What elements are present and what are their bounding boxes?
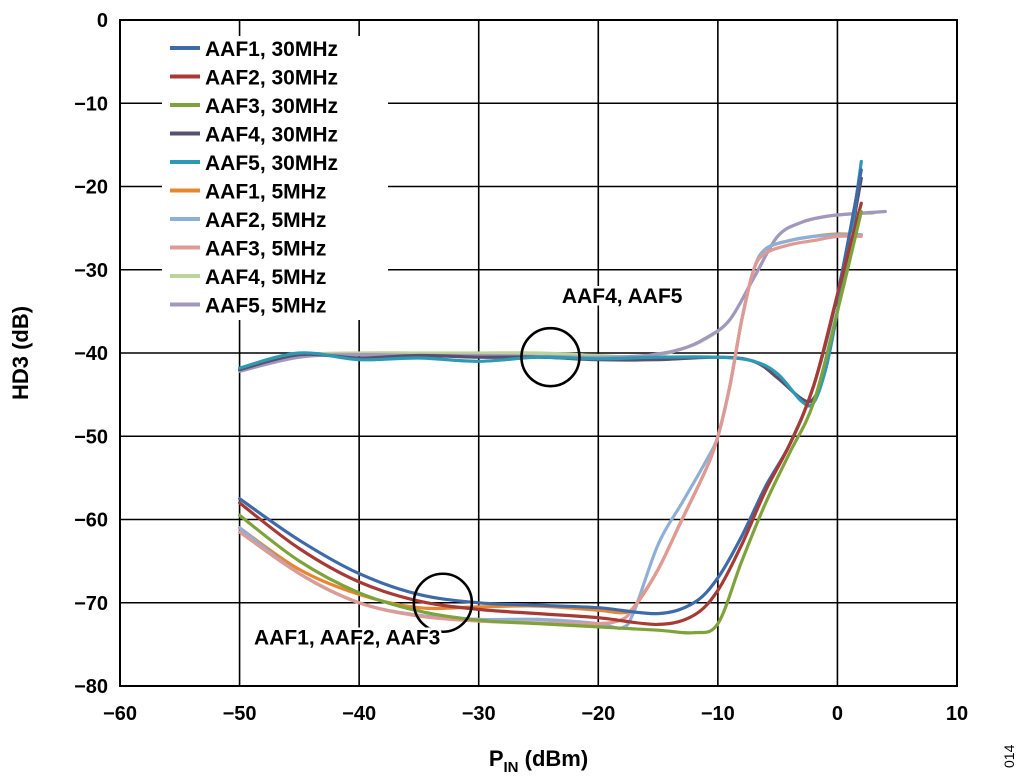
annotation-circle bbox=[520, 326, 581, 388]
x-axis-title-main: P bbox=[489, 746, 504, 771]
annotation-label: AAF4, AAF5 bbox=[562, 285, 683, 308]
legend: AAF1, 30MHz AAF2, 30MHz AAF3, 30MHz AAF4, 3… bbox=[170, 38, 338, 318]
y-tick-label: −50 bbox=[74, 426, 108, 448]
annotation-circle bbox=[412, 572, 474, 634]
y-tick-label: −40 bbox=[74, 343, 108, 365]
legend-label: AAF1, 30MHz bbox=[205, 38, 338, 61]
legend-label: AAF4, 5MHz bbox=[205, 266, 326, 289]
legend-box bbox=[162, 36, 388, 320]
legend-label: AAF5, 5MHz bbox=[205, 295, 326, 318]
x-axis-title-subscript: IN bbox=[504, 759, 519, 776]
legend-label: AAF3, 5MHz bbox=[205, 238, 326, 261]
series-lines bbox=[238, 159, 887, 635]
tick-labels: −60 −50 −40 −30 −20 −10 0 10 0 −10 −20 −30 −40 −50 −60… bbox=[74, 10, 968, 725]
x-tick-label: −60 bbox=[103, 703, 137, 725]
legend-label: AAF3, 30MHz bbox=[205, 95, 338, 118]
legend-background bbox=[162, 36, 388, 320]
x-axis-title-unit: (dBm) bbox=[519, 746, 589, 771]
y-tick-label: −10 bbox=[74, 93, 108, 115]
x-tick-label: −30 bbox=[462, 703, 496, 725]
y-tick-label: −60 bbox=[74, 510, 108, 532]
x-tick-label: 10 bbox=[946, 703, 968, 725]
annotations: AAF4, AAF5 AAF1, AAF2, AAF3 bbox=[252, 283, 686, 652]
y-tick-label: −20 bbox=[74, 177, 108, 199]
annotation-label: AAF1, AAF2, AAF3 bbox=[254, 626, 440, 649]
legend-label: AAF5, 30MHz bbox=[205, 152, 338, 175]
legend-label: AAF4, 30MHz bbox=[205, 124, 338, 147]
x-tick-label: −10 bbox=[701, 703, 735, 725]
x-tick-label: 0 bbox=[832, 703, 843, 725]
legend-label: AAF2, 5MHz bbox=[205, 209, 326, 232]
figure-code: 014 bbox=[1001, 744, 1017, 768]
x-tick-label: −40 bbox=[342, 703, 376, 725]
series-line bbox=[238, 209, 863, 635]
y-tick-label: 0 bbox=[97, 10, 108, 32]
series-line bbox=[238, 234, 863, 626]
legend-label: AAF1, 5MHz bbox=[205, 181, 326, 204]
legend-label: AAF2, 30MHz bbox=[205, 67, 338, 90]
y-tick-label: −80 bbox=[74, 676, 108, 698]
series-line bbox=[238, 201, 863, 627]
y-tick-label: −30 bbox=[74, 260, 108, 282]
y-tick-label: −70 bbox=[74, 593, 108, 615]
x-tick-label: −20 bbox=[581, 703, 615, 725]
x-axis-title: PIN (dBm) bbox=[489, 746, 588, 776]
y-axis-title: HD3 (dB) bbox=[8, 306, 33, 400]
x-tick-label: −50 bbox=[223, 703, 257, 725]
plot-frame bbox=[119, 19, 958, 687]
